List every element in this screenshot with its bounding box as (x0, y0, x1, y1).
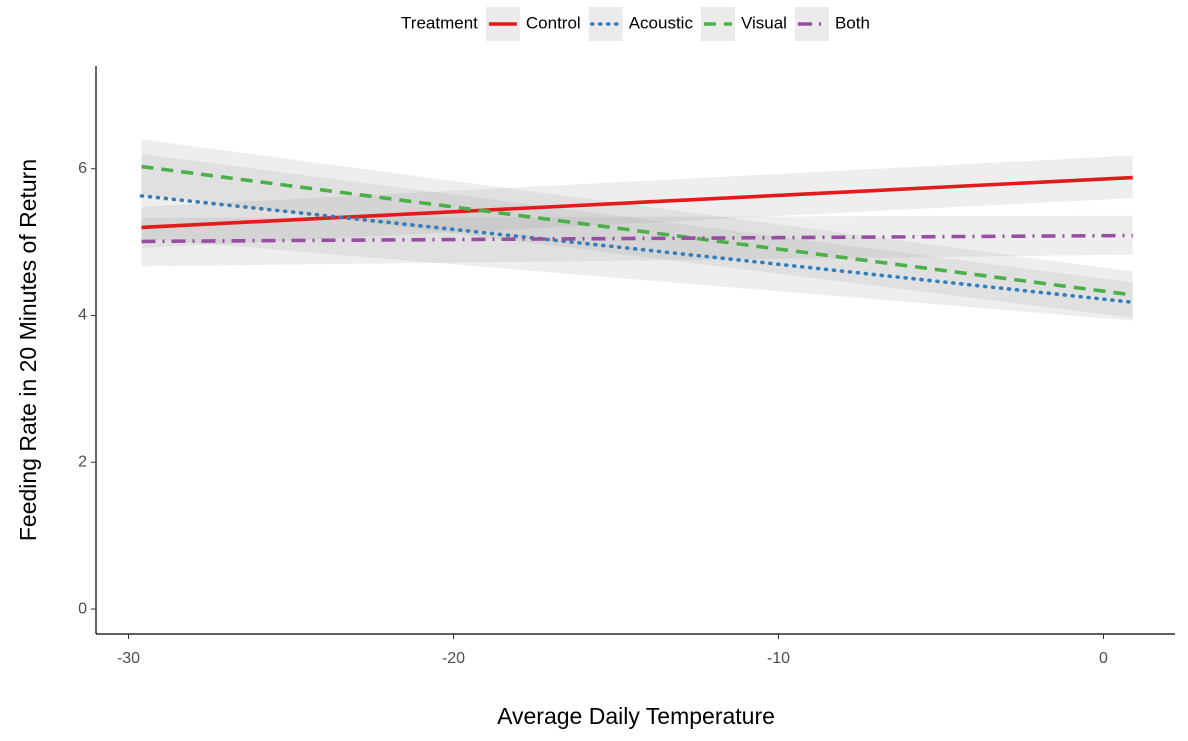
confidence-band (141, 154, 1133, 321)
legend-label: Visual (741, 13, 787, 32)
y-tick-label: 6 (78, 160, 87, 177)
legend-title: Treatment (401, 13, 478, 32)
legend-label: Both (835, 13, 870, 32)
x-tick-label: 0 (1099, 650, 1108, 667)
y-tick-label: 2 (78, 453, 87, 470)
legend-label: Acoustic (629, 13, 694, 32)
y-tick-label: 4 (78, 307, 87, 324)
x-tick-label: -20 (442, 650, 465, 667)
y-tick-label: 0 (78, 600, 87, 617)
legend-label: Control (526, 13, 581, 32)
confidence-band (141, 139, 1133, 318)
trend-line (141, 164, 1133, 297)
y-axis-title: Feeding Rate in 20 Minutes of Return (15, 159, 41, 541)
x-tick-label: -10 (767, 650, 790, 667)
trend-line (141, 175, 1133, 230)
confidence-band (141, 215, 1133, 267)
trend-line (139, 194, 1135, 305)
x-axis-title: Average Daily Temperature (497, 703, 775, 729)
legend: Treatment Control Acoustic Visual Both (401, 7, 870, 41)
x-tick-label: -30 (117, 650, 140, 667)
